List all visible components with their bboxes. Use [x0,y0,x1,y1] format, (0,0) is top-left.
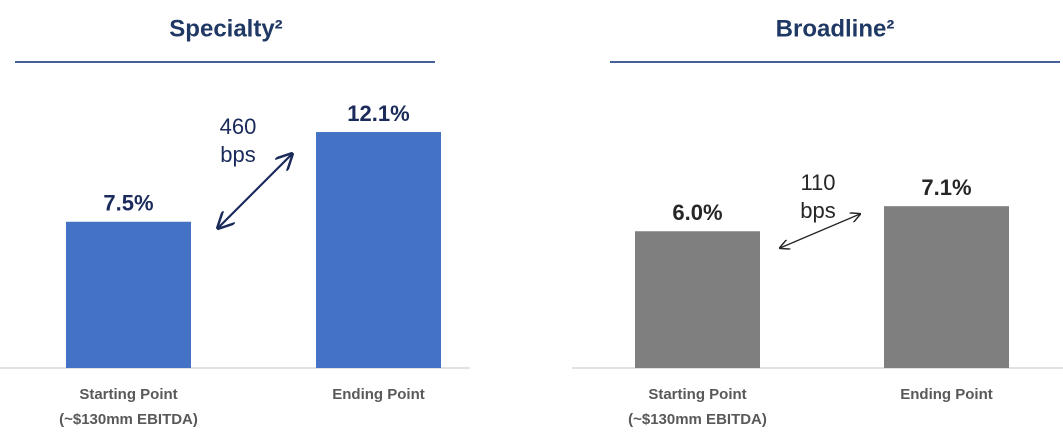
x-tick-label: Ending Point [332,386,424,403]
change-arrow [780,214,860,248]
chart-title: Specialty² [169,15,282,42]
value-label: 7.1% [921,175,971,200]
x-tick-label: Starting Point [79,386,177,403]
annotation: 110 [800,170,835,195]
x-tick-label: (~$130mm EBITDA) [59,411,198,428]
x-tick-label: (~$130mm EBITDA) [628,411,767,428]
annotation: bps [220,142,255,167]
x-tick-label: Starting Point [648,386,746,403]
bar [884,206,1009,368]
value-label: 6.0% [672,200,722,225]
x-tick-label: Ending Point [900,386,992,403]
value-label: 7.5% [103,191,153,216]
bar [635,231,760,368]
chart-title: Broadline² [776,15,895,42]
change-arrow [218,154,292,228]
value-label: 12.1% [347,101,409,126]
bar [316,132,441,368]
bar [66,221,191,368]
annotation: 460 [220,114,257,139]
annotation: bps [800,198,835,223]
